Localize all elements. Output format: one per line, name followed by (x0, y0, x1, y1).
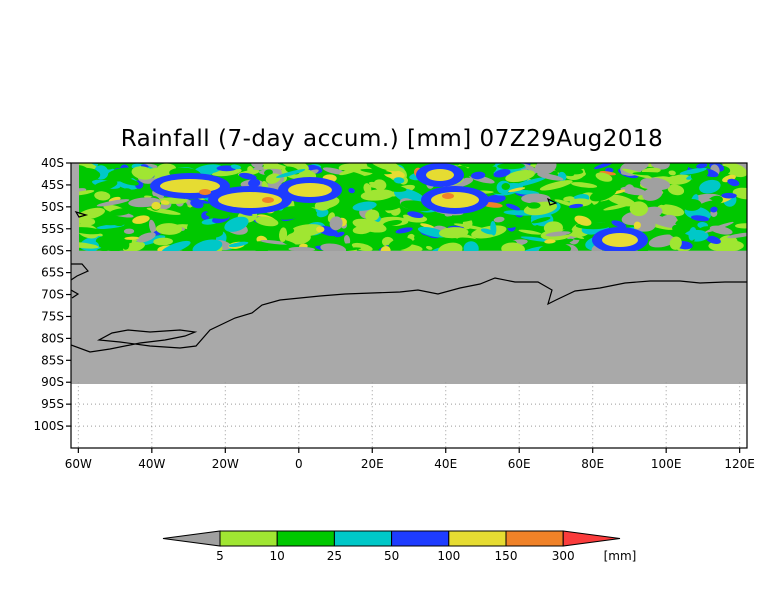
graticule (71, 382, 747, 448)
colorbar-swatch (505, 530, 564, 547)
lon-label: 0 (295, 457, 303, 471)
colorbar-level-label: 25 (327, 549, 342, 563)
lon-label: 40E (434, 457, 457, 471)
lon-label: 60E (508, 457, 531, 471)
lat-label: 100S (33, 419, 64, 433)
lon-label: 20W (212, 457, 239, 471)
colorbar-swatch (219, 530, 278, 547)
lon-label: 100E (651, 457, 682, 471)
lat-label: 40S (41, 156, 64, 170)
map-frame (70, 162, 748, 449)
rainfall-field (79, 163, 747, 251)
lat-label: 75S (41, 309, 64, 323)
lon-label: 20E (361, 457, 384, 471)
lat-label: 80S (41, 331, 64, 345)
colorbar-swatch (391, 530, 450, 547)
lon-label: 40W (138, 457, 165, 471)
lat-label: 55S (41, 222, 64, 236)
lon-label: 120E (724, 457, 755, 471)
lon-label: 60W (65, 457, 92, 471)
lat-label: 45S (41, 178, 64, 192)
lon-label: 80E (581, 457, 604, 471)
colorbar-low-tip (162, 530, 221, 547)
lat-label: 60S (41, 244, 64, 258)
colorbar-unit: [mm] (604, 549, 637, 563)
colorbar-level-label: 150 (495, 549, 518, 563)
lat-label: 70S (41, 288, 64, 302)
colorbar-level-label: 100 (437, 549, 460, 563)
colorbar: 5 10 25 50 100 150 300 [mm] (162, 530, 637, 563)
longitude-axis: 60W 40W 20W 0 20E 40E 60E 80E 100E 120E (65, 448, 755, 471)
colorbar-high-tip (562, 530, 621, 547)
map-title: Rainfall (7-day accum.) [mm] 07Z29Aug201… (120, 126, 664, 152)
colorbar-swatch (276, 530, 335, 547)
lat-label: 95S (41, 397, 64, 411)
lat-label: 65S (41, 266, 64, 280)
colorbar-level-label: 5 (216, 549, 224, 563)
lat-label: 90S (41, 375, 64, 389)
lat-label: 50S (41, 200, 64, 214)
colorbar-level-label: 300 (552, 549, 575, 563)
colorbar-level-label: 10 (270, 549, 285, 563)
latitude-axis: 40S 45S 50S 55S 60S 65S 70S 75S 80S 85S 90S 95S 100S (33, 156, 71, 433)
colorbar-level-label: 50 (384, 549, 399, 563)
coastline (71, 197, 747, 353)
colorbar-swatch (333, 530, 393, 547)
colorbar-swatch (448, 530, 507, 547)
lat-label: 85S (41, 353, 64, 367)
